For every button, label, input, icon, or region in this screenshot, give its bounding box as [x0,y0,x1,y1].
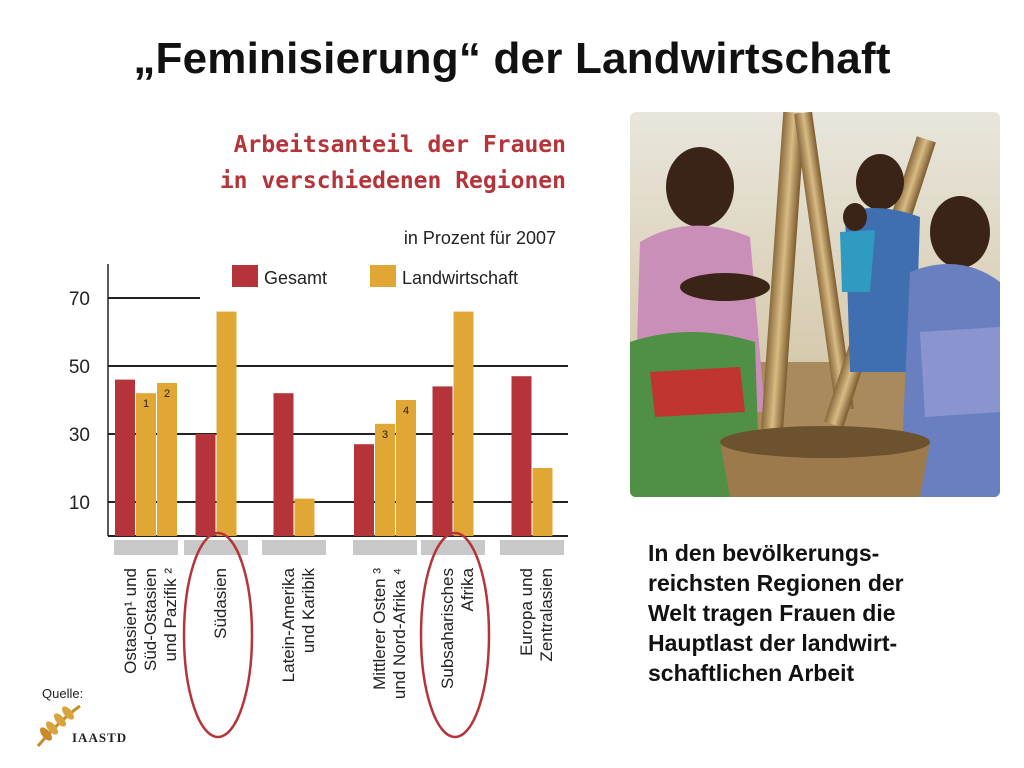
category-label-line: Ostasien¹ und [121,568,140,674]
bar [157,383,177,536]
body-line: In den bevölkerungs- [648,540,880,566]
bar [216,311,237,536]
slide-title: „Feminisierung“ der Landwirtschaft [133,34,891,83]
body-line: Welt tragen Frauen die [648,600,896,626]
bar [532,468,553,536]
bar [354,444,374,536]
category-label-line: Südasien [211,568,230,639]
category-label: Europa und Zentralasien [517,568,556,662]
chart-title-line: in verschiedenen Regionen [220,168,566,194]
highlight-ellipse [419,531,491,739]
bar-footnote: 1 [143,398,149,410]
category-label-line: Zentralasien [537,568,556,662]
category-label: Mittlerer Osten ³ und Nord-Afrika ⁴ [370,568,409,699]
category-label-line: Subsaharisches [438,568,457,689]
source-label: Quelle: [42,686,84,701]
category-label-line: und Nord-Afrika ⁴ [390,568,409,699]
legend-label: Landwirtschaft [402,268,518,288]
category-label-line: Mittlerer Osten ³ [370,568,389,690]
bar-footnote: 2 [164,388,170,400]
chart-subtitle: in Prozent für 2007 [404,228,556,248]
category-label-line: und Pazifik ² [161,568,180,662]
category-tab [114,540,178,555]
category-label: Südasien [211,568,230,639]
body-line: schaftlichen Arbeit [648,660,855,686]
category-label-line: Latein-Amerika [279,567,298,682]
bar [453,311,474,536]
y-tick-label: 50 [69,357,90,378]
legend-swatch [370,265,396,287]
y-tick-label: 70 [69,289,90,310]
legend-label: Gesamt [264,268,327,288]
bar [511,376,532,536]
body-text: In den bevölkerungs- reichsten Regionen … [648,538,1008,688]
category-tab [262,540,326,555]
bar-footnote: 3 [382,429,388,441]
women-pounding-grain-photo [630,112,1000,497]
bar [273,393,294,536]
bar [195,434,216,536]
y-tick-label: 30 [69,425,90,446]
bar [375,423,395,536]
category-label-line: Europa und [517,568,536,656]
chart-area: Arbeitsanteil der Frauen in verschiedenen… [0,100,600,740]
bar [432,386,453,536]
chart-title-line: Arbeitsanteil der Frauen [234,132,566,158]
bar-footnote: 4 [403,405,409,417]
category-label-line: Süd-Ostasien [141,568,160,671]
bar [115,379,135,536]
category-label: Subsaharisches Afrika [438,567,477,689]
wheat-logo-icon [36,704,81,747]
bar [136,393,156,536]
category-label-line: Afrika [458,567,477,611]
highlight-ellipse [182,531,254,739]
logo-text: IAASTD [72,730,128,745]
body-line: reichsten Regionen der [648,570,904,596]
bar-chart: Arbeitsanteil der Frauen in verschiedenen… [69,132,568,739]
category-label-line: und Karibik [299,568,318,654]
body-line: Hauptlast der landwirt- [648,630,898,656]
category-label: Latein-Amerika und Karibik [279,567,318,682]
bar [396,400,416,536]
bar [294,498,315,536]
category-label: Ostasien¹ und Süd-Ostasien und Pazifik ² [121,568,180,674]
y-tick-label: 10 [69,493,90,514]
category-tab [500,540,564,555]
category-tab [353,540,417,555]
legend-swatch [232,265,258,287]
